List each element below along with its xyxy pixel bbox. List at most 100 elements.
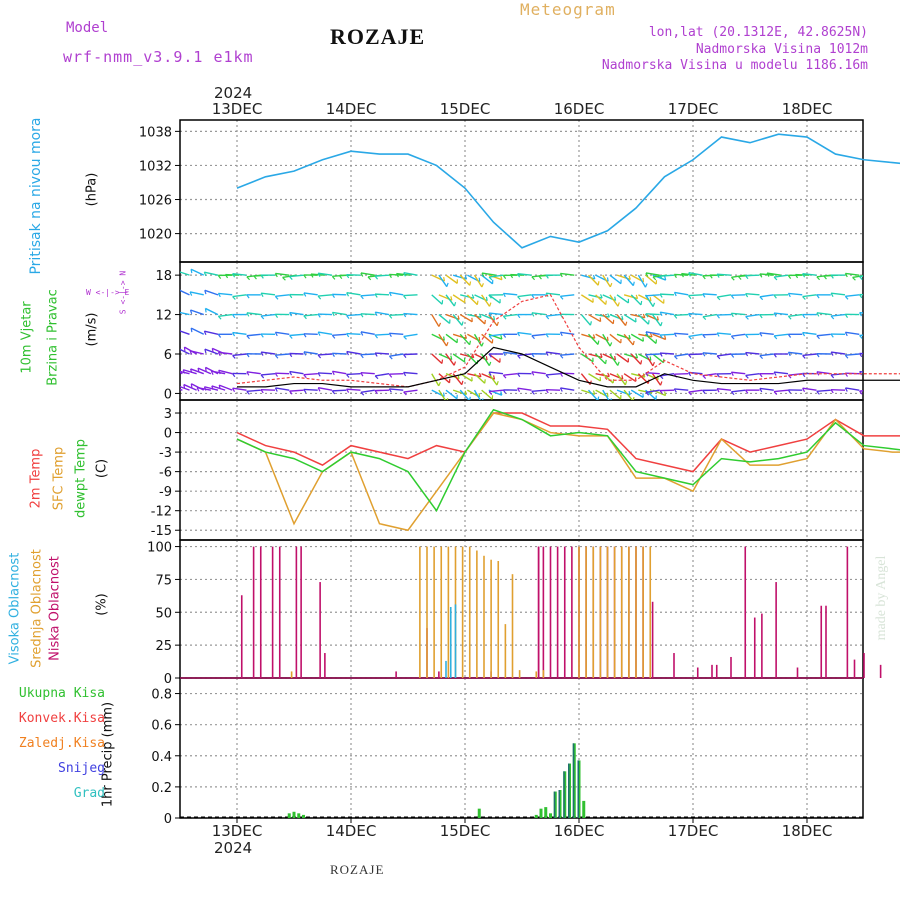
wind-barb-flag: [681, 355, 684, 358]
wind-barb-flag: [331, 312, 335, 317]
wind-barb-flag: [859, 335, 863, 339]
wind-barb: [588, 294, 603, 299]
wind-barb-flag: [211, 348, 214, 353]
wind-barb-flag: [310, 273, 314, 278]
wind-barb-flag: [211, 276, 214, 279]
wind-barb-flag: [446, 342, 449, 347]
wind-barb: [867, 315, 881, 317]
wind-barb: [831, 292, 846, 296]
wind-barb: [346, 388, 361, 391]
wind-barb-flag: [688, 336, 692, 340]
wind-barb-flag: [881, 274, 883, 277]
wind-barb: [190, 368, 204, 375]
wind-barb-flag: [274, 295, 279, 300]
wind-barb: [545, 373, 561, 376]
wind-barb-flag: [176, 330, 177, 334]
wind-barb: [488, 274, 503, 281]
wind-barb: [681, 272, 696, 276]
wind-barb: [652, 373, 662, 386]
wind-barb: [489, 371, 504, 375]
wind-barb-flag: [457, 315, 460, 320]
wind-barb: [881, 354, 895, 356]
wind-barb: [318, 387, 333, 391]
wind-barb-flag: [203, 330, 207, 336]
wind-barb-flag: [844, 273, 848, 278]
wind-barb-flag: [724, 296, 727, 299]
wind-barb: [831, 351, 846, 355]
wind-barb-flag: [673, 388, 677, 393]
precip-bar-snow: [568, 763, 570, 818]
wind-barb: [874, 352, 888, 354]
wind-barb: [503, 313, 518, 317]
wind-barb: [180, 348, 190, 355]
wind-barb: [859, 390, 863, 392]
wind-barb-flag: [895, 277, 898, 280]
wind-barb: [652, 353, 665, 364]
wind-barb-flag: [895, 336, 898, 339]
wind-barb: [580, 294, 594, 303]
wind-barb: [488, 314, 498, 327]
wind-barb-flag: [787, 293, 791, 298]
wind-barb: [488, 294, 501, 304]
wind-barb-flag: [289, 353, 293, 358]
wind-barb-flag: [802, 314, 806, 319]
wind-barb-flag: [169, 290, 170, 294]
wind-barb-flag: [500, 335, 503, 340]
precip-bar: [544, 807, 548, 818]
wind-barb-flag: [895, 354, 897, 357]
wind-barb-flag: [816, 390, 820, 395]
wind-barb-flag: [260, 333, 264, 338]
wind-barb: [489, 274, 504, 278]
wind-barb-flag: [559, 372, 563, 377]
wind-barb-flag: [688, 372, 692, 377]
wind-barb-flag: [464, 334, 468, 339]
wind-barb-flag: [246, 276, 251, 281]
wind-barb: [232, 331, 247, 335]
wind-barb-flag: [802, 355, 806, 359]
wind-barb-flag: [211, 385, 214, 390]
wind-barb-flag: [331, 334, 336, 339]
wind-barb-flag: [759, 296, 764, 301]
wind-barb-flag: [346, 333, 350, 338]
wind-barb: [431, 353, 443, 365]
wind-barb: [360, 331, 375, 335]
wind-barb: [360, 313, 375, 316]
precip-legend-freezing: Zaledj.Kisa: [18, 736, 105, 751]
wind-barb-flag: [617, 361, 620, 366]
x-day-label-top: 18DEC: [782, 100, 833, 118]
wind-barb-flag: [545, 315, 550, 320]
wind-barb-flag: [311, 356, 314, 359]
wind-barb-flag: [346, 388, 350, 393]
wind-compass-ew: W <-|-> E: [86, 288, 130, 297]
y-tick-label: 12: [155, 309, 172, 324]
wind-barb-flag: [673, 274, 677, 279]
x-day-label-top: 14DEC: [326, 100, 377, 118]
precip-legend-total: Ukupna Kisa: [18, 686, 105, 701]
wind-barb-flag: [438, 322, 442, 327]
wind-barb-flag: [659, 375, 664, 380]
wind-barb-flag: [859, 276, 863, 280]
wind-barb-flag: [461, 380, 464, 385]
wind-barb-flag: [716, 355, 721, 360]
wind-barb-flag: [539, 317, 542, 320]
wind-barb-flag: [360, 354, 364, 359]
wind-barb-flag: [730, 371, 734, 377]
wind-barb: [580, 353, 594, 363]
wind-barb-flag: [559, 387, 563, 392]
wind-barb-flag: [317, 372, 321, 377]
wind-barb: [895, 275, 900, 277]
wind-barb-flag: [802, 332, 806, 337]
x-day-label-bottom: 17DEC: [668, 822, 719, 840]
wind-barb: [587, 333, 599, 346]
wind-barb-flag: [496, 376, 499, 379]
precip-legend-conv: Konvek.Kisa: [18, 711, 105, 726]
wind-barb-flag: [545, 274, 549, 279]
wind-barb-flag: [204, 349, 207, 354]
wind-barb: [745, 373, 760, 377]
wind-barb: [581, 274, 596, 280]
wind-barb: [895, 334, 900, 336]
wind-barb-flag: [260, 389, 264, 394]
wind-barb-flag: [488, 312, 492, 317]
wind-barb-flag: [517, 387, 521, 393]
wind-barb: [218, 384, 233, 391]
